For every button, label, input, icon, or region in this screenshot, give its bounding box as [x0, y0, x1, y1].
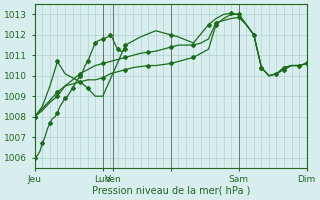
X-axis label: Pression niveau de la mer( hPa ): Pression niveau de la mer( hPa ) [92, 186, 250, 196]
